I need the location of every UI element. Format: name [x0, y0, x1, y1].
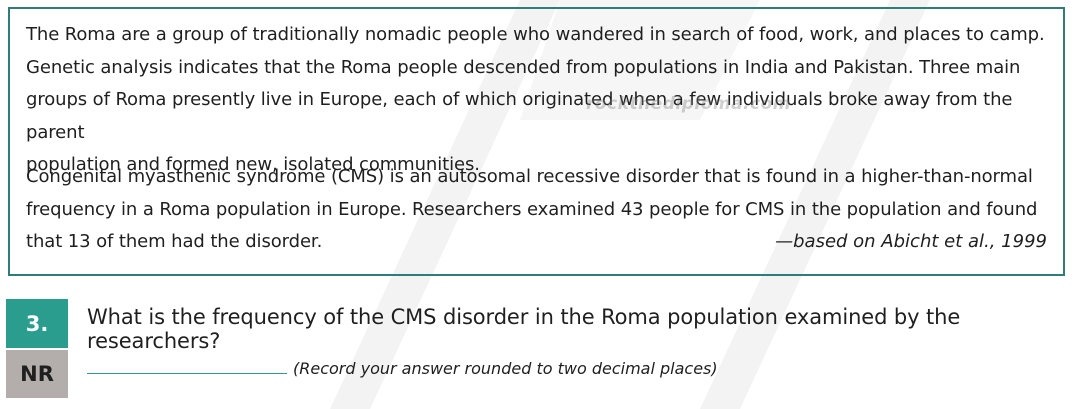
question-number-badge: 3.	[6, 299, 68, 348]
answer-instruction: (Record your answer rounded to two decim…	[293, 359, 718, 378]
answer-blank-line[interactable]	[87, 373, 287, 374]
site-watermark: rockthediploma.com	[586, 94, 791, 114]
passage-box: The Roma are a group of traditionally no…	[8, 7, 1065, 276]
question-text: What is the frequency of the CMS disorde…	[87, 305, 961, 353]
passage-citation: —based on Abicht et al., 1999	[775, 231, 1047, 252]
numerical-response-badge: NR	[6, 350, 68, 398]
passage-paragraph-1: The Roma are a group of traditionally no…	[26, 24, 1045, 175]
